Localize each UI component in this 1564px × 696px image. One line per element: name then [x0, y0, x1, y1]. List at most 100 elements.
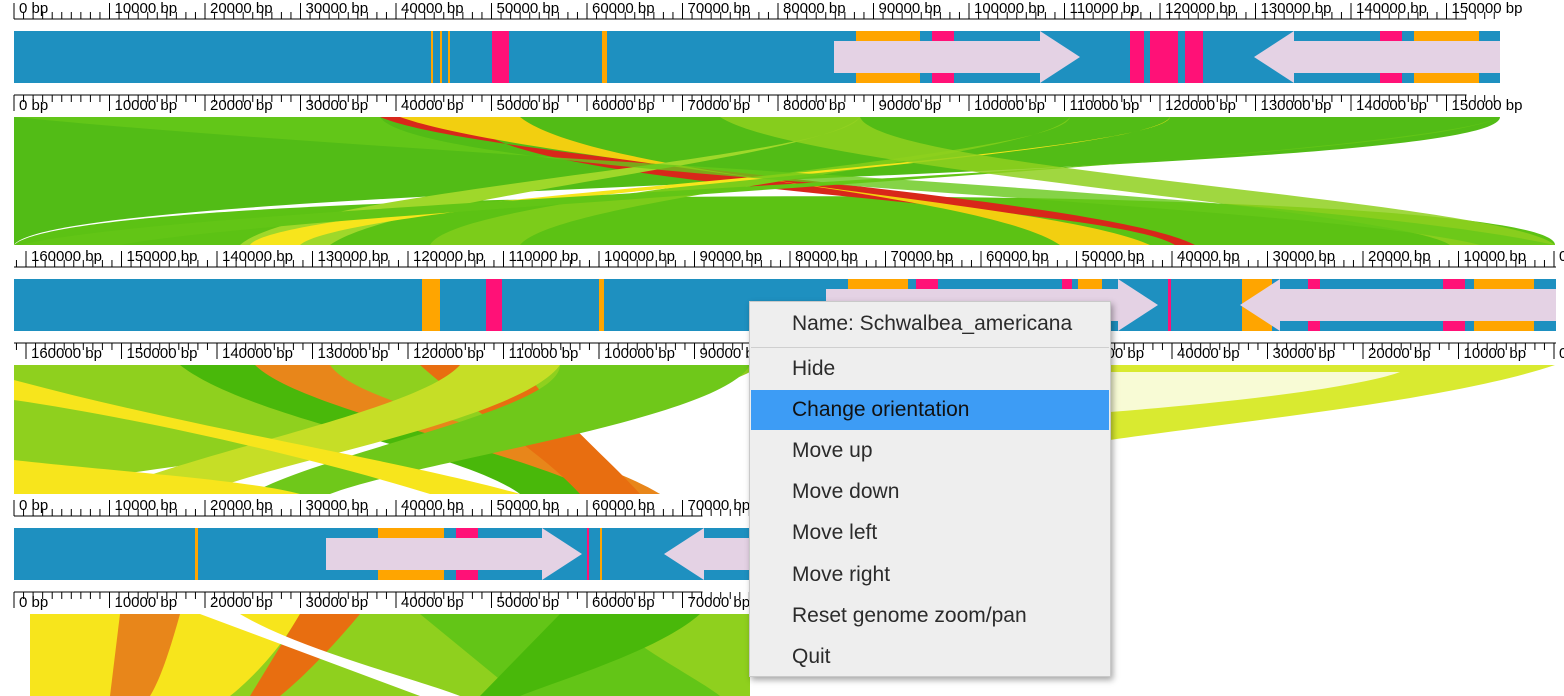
menu-item-change-orientation[interactable]: Change orientation: [751, 390, 1109, 430]
tick-label: 70000 bp: [891, 248, 954, 265]
link-ribbon: [250, 117, 1170, 245]
tick-label: 80000 bp: [795, 248, 858, 265]
tick-label: 20000 bp: [1368, 248, 1431, 265]
link-ribbon: [480, 614, 700, 696]
tick-label: 30000 bp: [1273, 345, 1336, 362]
tick-label: 60000 bp: [592, 0, 655, 17]
tick-label: 70000 bp: [688, 0, 751, 17]
menu-item-move-up[interactable]: Move up: [792, 439, 873, 462]
menu-item-reset-zoom-pan[interactable]: Reset genome zoom/pan: [792, 604, 1027, 627]
gene-marker: [587, 528, 589, 580]
tick-label: 0: [1559, 345, 1564, 362]
tick-label: 110000 bp: [509, 248, 579, 265]
menu-title-genome-name: Name: Schwalbea_americana: [792, 312, 1073, 335]
tick-label: 40000 bp: [401, 594, 464, 611]
tick-label: 130000 bp: [1261, 0, 1332, 17]
tick-label: 80000 bp: [783, 97, 846, 114]
gene-marker: [1308, 279, 1320, 289]
gene-marker: [916, 279, 938, 289]
tick-label: 40000 bp: [1177, 248, 1240, 265]
tick-label: 80000 bp: [783, 0, 846, 17]
gene-marker: [600, 528, 602, 580]
tick-label: 140000 bp: [222, 248, 293, 265]
tick-label: 90000 bp: [879, 97, 942, 114]
tick-label: 120000 bp: [1165, 0, 1236, 17]
tick-label: 30000 bp: [306, 497, 369, 514]
menu-item-move-down[interactable]: Move down: [792, 480, 900, 503]
tick-label: 110000 bp: [509, 345, 579, 362]
tick-label: 150000 bp: [1452, 0, 1523, 17]
menu-item-move-right[interactable]: Move right: [792, 563, 891, 586]
menu-item-hide[interactable]: Hide: [792, 357, 836, 380]
tick-label: 40000 bp: [1177, 345, 1240, 362]
tick-label: 20000 bp: [210, 0, 273, 17]
gene-marker: [848, 279, 908, 289]
link-ribbon: [200, 614, 460, 696]
tick-label: 130000 bp: [318, 248, 389, 265]
links-top-middle: [14, 117, 1555, 245]
menu-item-move-left[interactable]: Move left: [792, 521, 878, 544]
gene-marker: [1130, 31, 1144, 83]
tick-label: 100000 bp: [604, 345, 675, 362]
gene-marker: [1308, 321, 1320, 331]
tick-label: 20000 bp: [210, 594, 273, 611]
tick-label: 30000 bp: [306, 97, 369, 114]
gene-marker: [932, 73, 954, 83]
tick-label: 70000 bp: [688, 497, 751, 514]
links-bottom: [30, 614, 750, 696]
gene-marker: [1414, 73, 1479, 83]
tick-label: 10000 bp: [1464, 345, 1527, 362]
ruler-bottom: 0 bp 10000 bp 20000 bp 30000 bp 40000 bp 5000…: [13, 591, 760, 611]
tick-label: 70000 bp: [688, 97, 751, 114]
links-middle-bottom: [14, 365, 1555, 494]
gene-marker: [1380, 31, 1402, 41]
tick-label: 50000 bp: [497, 97, 560, 114]
ruler-bottom: 0 bp 10000 bp 20000 bp 30000 bp 40000 bp 5000…: [13, 94, 1523, 114]
tick-label: 120000 bp: [1165, 97, 1236, 114]
tick-label: 60000 bp: [592, 97, 655, 114]
tick-label: 150000 bp: [1452, 97, 1523, 114]
gene-marker: [1078, 279, 1102, 289]
link-ribbon: [1110, 372, 1400, 412]
tick-label: 140000 bp: [1356, 0, 1427, 17]
tick-label: 90000 bp: [700, 345, 763, 362]
gene-marker: [599, 279, 604, 331]
tick-label: 60000 bp: [592, 594, 655, 611]
link-ribbon: [100, 365, 560, 494]
tick-label: 20000 bp: [1368, 345, 1431, 362]
tick-label: 150000 bp: [127, 248, 198, 265]
link-ribbon: [14, 380, 520, 494]
context-menu[interactable]: Name: Schwalbea_americana Hide Change or…: [749, 301, 1111, 677]
ruler-background: [14, 245, 1556, 279]
tick-label: 10000 bp: [1464, 248, 1527, 265]
genome-track-1[interactable]: 0 bp 10000 bp 20000 bp 30000 bp 40000 bp 5000…: [13, 0, 1554, 117]
tick-label: 0 bp: [19, 497, 48, 514]
tick-label: 0 bp: [19, 594, 48, 611]
tick-label: 20000 bp: [210, 97, 273, 114]
tick-label: 110000 bp: [1070, 97, 1140, 114]
tick-label: 30000 bp: [306, 0, 369, 17]
tick-label: 100000 bp: [974, 0, 1045, 17]
gene-marker: [422, 279, 440, 331]
genome-bar: [14, 31, 1500, 83]
ruler-background: [14, 0, 1554, 34]
tick-label: 100000 bp: [974, 97, 1045, 114]
tick-label: 60000 bp: [986, 248, 1049, 265]
tick-label: 140000 bp: [222, 345, 293, 362]
inverted-repeat-arrow: [326, 528, 582, 580]
gene-marker: [1443, 321, 1465, 331]
tick-label: 50000 bp: [497, 594, 560, 611]
tick-label: 70000 bp: [688, 594, 751, 611]
link-ribbon: [380, 117, 1195, 245]
gene-marker: [1414, 31, 1479, 41]
gene-marker: [932, 31, 954, 41]
inverted-repeat-arrow: [1240, 279, 1556, 331]
tick-label: 90000 bp: [879, 0, 942, 17]
gene-marker: [1474, 321, 1534, 331]
link-ribbon: [14, 460, 300, 494]
link-ribbon: [250, 614, 360, 696]
menu-item-quit[interactable]: Quit: [792, 645, 831, 668]
gene-marker: [195, 528, 198, 580]
tick-label: 10000 bp: [115, 97, 178, 114]
